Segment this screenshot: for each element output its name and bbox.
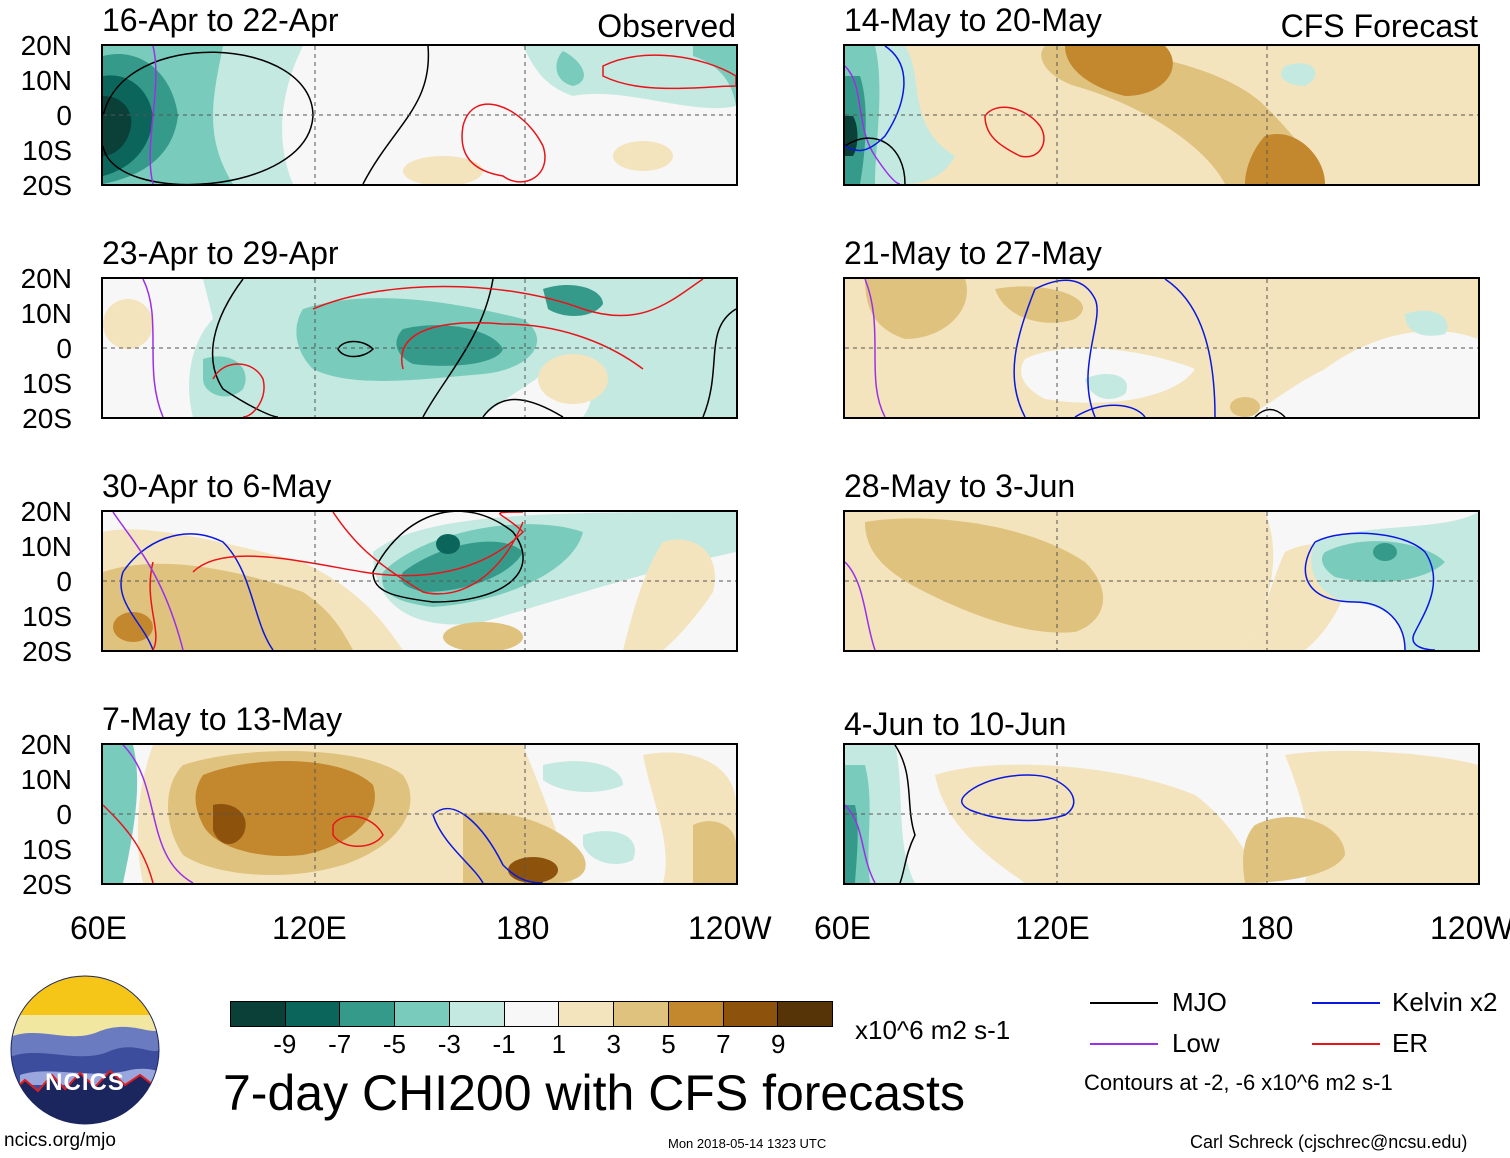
panel-title: 21-May to 27-May: [844, 235, 1102, 271]
lat-label: 20S: [22, 170, 72, 201]
lat-label: 10S: [22, 834, 72, 865]
colorbar: [230, 1001, 833, 1027]
lat-label: 20N: [20, 729, 72, 760]
colorbar-tick-label: 5: [661, 1029, 676, 1059]
chi200-map-panel: [101, 743, 738, 885]
legend-line-low: [1090, 1043, 1158, 1045]
legend-line-mjo: [1090, 1002, 1158, 1004]
panel-title: 30-Apr to 6-May: [102, 468, 332, 504]
contour-note: Contours at -2, -6 x10^6 m2 s-1: [1084, 1070, 1393, 1095]
panel-title: 4-Jun to 10-Jun: [844, 706, 1067, 742]
legend-label-low: Low: [1172, 1028, 1220, 1058]
panel-title: 7-May to 13-May: [102, 701, 343, 737]
colorbar-swatch: [668, 1002, 724, 1026]
lon-label: 120W: [1430, 910, 1510, 946]
lat-label: 0: [56, 799, 72, 830]
lat-label: 20N: [20, 263, 72, 294]
colorbar-swatch: [395, 1002, 450, 1026]
colorbar-units: x10^6 m2 s-1: [855, 1015, 1011, 1045]
colorbar-tick-label: 3: [606, 1029, 621, 1059]
lat-label: 10N: [20, 65, 72, 96]
lat-label: 20S: [22, 636, 72, 667]
lat-label: 10S: [22, 135, 72, 166]
cfs-forecast-label: CFS Forecast: [1280, 8, 1478, 44]
colorbar-tick-label: -1: [492, 1029, 516, 1059]
footer-timestamp: Mon 2018-05-14 1323 UTC: [668, 1136, 827, 1151]
colorbar-tick-label: 9: [770, 1029, 786, 1059]
ncics-logo: NCICS: [10, 975, 160, 1125]
panel-title: 23-Apr to 29-Apr: [102, 235, 339, 271]
lat-label: 10S: [22, 601, 72, 632]
lat-label: 10S: [22, 368, 72, 399]
colorbar-swatch: [778, 1002, 833, 1026]
lat-label: 20S: [22, 403, 72, 434]
lat-label: 10N: [20, 531, 72, 562]
logo-text: NCICS: [45, 1069, 125, 1096]
chi200-map-panel: [843, 277, 1480, 419]
chi200-map-panel: [843, 743, 1480, 885]
panel-title: 16-Apr to 22-Apr: [102, 2, 339, 38]
lat-label: 10N: [20, 764, 72, 795]
colorbar-swatch: [504, 1002, 560, 1026]
lon-label: 180: [1240, 910, 1294, 946]
legend-label-mjo: MJO: [1172, 987, 1227, 1017]
legend-line-er: [1312, 1043, 1380, 1045]
colorbar-swatch: [559, 1002, 615, 1026]
lat-label: 20N: [20, 496, 72, 527]
lon-label: 120E: [1015, 910, 1090, 946]
chi200-map-panel: [843, 510, 1480, 652]
colorbar-swatch: [285, 1002, 341, 1026]
colorbar-tick-label: -7: [328, 1029, 352, 1059]
chi200-map-panel: [101, 277, 738, 419]
lon-label: 60E: [70, 910, 127, 946]
footer-url: ncics.org/mjo: [4, 1130, 116, 1151]
colorbar-tick-label: -3: [437, 1029, 461, 1059]
lat-label: 0: [56, 100, 72, 131]
lon-label: 120W: [688, 910, 772, 946]
lon-label: 60E: [814, 910, 871, 946]
colorbar-tick-label: 7: [716, 1029, 731, 1059]
legend-label-kelvin: Kelvin x2: [1392, 987, 1498, 1017]
lat-label: 20S: [22, 869, 72, 900]
footer-author: Carl Schreck (cjschrec@ncsu.edu): [1190, 1132, 1468, 1152]
lat-label: 10N: [20, 298, 72, 329]
colorbar-swatch: [449, 1002, 505, 1026]
colorbar-tick-label: -9: [273, 1029, 297, 1059]
lat-label: 0: [56, 333, 72, 364]
colorbar-swatch: [614, 1002, 669, 1026]
colorbar-swatch: [340, 1002, 396, 1026]
lon-label: 120E: [272, 910, 347, 946]
chi200-map-panel: [843, 44, 1480, 186]
chi200-map-panel: [101, 510, 738, 652]
panel-title: 28-May to 3-Jun: [844, 468, 1076, 504]
lat-label: 0: [56, 566, 72, 597]
legend-line-kelvin: [1312, 1002, 1380, 1004]
colorbar-swatch: [723, 1002, 779, 1026]
colorbar-swatch: [231, 1002, 286, 1026]
chi200-map-panel: [101, 44, 738, 186]
figure-title: 7-day CHI200 with CFS forecasts: [223, 1065, 965, 1121]
lon-label: 180: [496, 910, 550, 946]
colorbar-tick-label: -5: [382, 1029, 407, 1059]
observed-label: Observed: [597, 8, 736, 44]
panel-title: 14-May to 20-May: [844, 2, 1102, 38]
lat-label: 20N: [20, 30, 72, 61]
colorbar-tick-label: 1: [551, 1029, 567, 1059]
legend-label-er: ER: [1392, 1028, 1429, 1058]
